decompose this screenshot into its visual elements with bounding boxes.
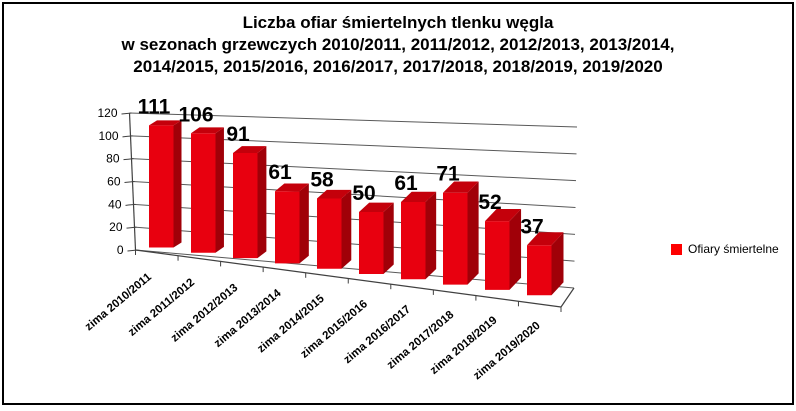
value-tick-label-60: 60 (107, 175, 121, 189)
value-tick (121, 112, 132, 115)
bar-zima-2010-2011 (149, 120, 182, 248)
bar-zima-2011-2012 (191, 127, 224, 253)
chart-title-line-3: 2014/2015, 2015/2016, 2016/2017, 2017/20… (133, 57, 663, 76)
value-tick-label-20: 20 (109, 220, 123, 234)
data-label-37: 37 (520, 215, 543, 238)
data-label-52: 52 (478, 191, 501, 214)
bar-top-face (317, 189, 352, 199)
value-tick (126, 226, 137, 229)
bar-top-face (275, 183, 309, 192)
bar-side-face (383, 202, 394, 274)
gridline-120 (129, 112, 578, 128)
bar-side-face (299, 183, 309, 264)
bar-zima-2015-2016 (359, 202, 394, 274)
value-tick (127, 249, 138, 252)
bar-side-face (467, 181, 479, 285)
bar-top-face (527, 232, 564, 246)
bar-front-face (443, 192, 468, 285)
bar-front-face (149, 125, 174, 248)
legend-swatch-icon (671, 243, 682, 255)
bar-top-face (149, 120, 182, 126)
bar-zima-2012-2013 (233, 146, 267, 259)
bar-top-face (401, 191, 437, 203)
bar-front-face (191, 133, 216, 253)
bar-front-face (275, 191, 300, 264)
data-label-91: 91 (226, 123, 250, 146)
bar-top-face (191, 127, 224, 134)
bar-zima-2017-2018 (443, 181, 479, 285)
value-tick (124, 181, 135, 183)
bar-zima-2013-2014 (275, 183, 309, 264)
value-tick-label-100: 100 (98, 129, 118, 143)
value-tick-label-120: 120 (97, 106, 117, 120)
bar-side-face (173, 120, 182, 248)
data-label-61: 61 (394, 172, 418, 195)
floor-right-edge (560, 287, 575, 308)
bar-top-face (233, 146, 267, 153)
bar-front-face (233, 152, 258, 259)
bar-side-face (215, 127, 224, 253)
bar-top-face (443, 181, 479, 193)
data-label-106: 106 (178, 103, 213, 126)
bar-zima-2018-2019 (485, 209, 522, 290)
data-label-61: 61 (268, 161, 292, 184)
value-tick-label-0: 0 (117, 243, 124, 257)
bar-side-face (551, 232, 564, 296)
bar-side-face (257, 146, 267, 259)
legend-label: Ofiary śmiertelne (688, 242, 779, 256)
bar-front-face (401, 202, 426, 280)
data-label-71: 71 (436, 163, 460, 186)
bar-top-face (359, 202, 394, 213)
value-tick-label-40: 40 (108, 197, 122, 211)
bar-top-face (485, 209, 522, 222)
bar-zima-2014-2015 (317, 189, 352, 269)
bar-side-face (509, 209, 522, 290)
value-tick (122, 135, 133, 138)
bar-zima-2016-2017 (401, 191, 437, 280)
value-tick-label-80: 80 (106, 152, 120, 166)
bar-side-face (425, 191, 437, 280)
chart-frame: Liczba ofiar śmiertelnych tlenku węgla w… (2, 2, 794, 405)
data-label-111: 111 (138, 95, 171, 118)
chart-title-line-1: Liczba ofiar śmiertelnych tlenku węgla (242, 13, 554, 32)
value-tick (123, 158, 134, 161)
bar-zima-2019-2020 (527, 232, 564, 296)
bar-front-face (485, 221, 510, 290)
legend: Ofiary śmiertelne (671, 242, 779, 256)
bar-side-face (341, 189, 352, 269)
bar-front-face (359, 212, 384, 274)
chart-title: Liczba ofiar śmiertelnych tlenku węgla w… (4, 12, 792, 78)
data-label-50: 50 (352, 182, 375, 205)
chart-title-line-2: w sezonach grzewczych 2010/2011, 2011/20… (121, 35, 675, 54)
bar-front-face (317, 198, 342, 269)
value-tick (125, 203, 136, 206)
data-label-58: 58 (310, 168, 334, 191)
bar-front-face (527, 245, 552, 296)
